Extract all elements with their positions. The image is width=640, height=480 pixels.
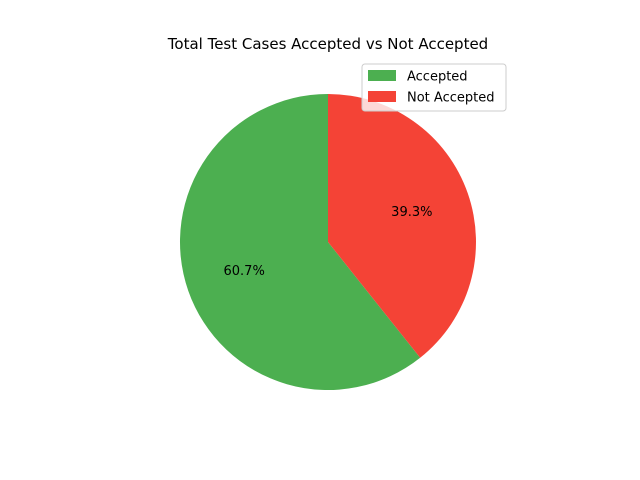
legend-label-not-accepted: Not Accepted [407,91,494,106]
legend-swatch-accepted [368,70,396,81]
chart-title: Total Test Cases Accepted vs Not Accepte… [167,35,488,53]
pie-slice-label-not-accepted: 39.3% [391,205,432,220]
pie-slice-labels: 60.7% 39.3% [224,205,433,279]
pie-slice-not-accepted [328,94,476,358]
legend-swatch-not-accepted [368,91,396,102]
pie-slice-accepted [179,94,421,391]
pie-slices [179,94,476,391]
legend: Accepted Not Accepted [361,63,507,112]
legend-label-accepted: Accepted [407,70,468,85]
legend-box [361,63,507,112]
pie-slice-label-accepted: 60.7% [224,264,265,279]
